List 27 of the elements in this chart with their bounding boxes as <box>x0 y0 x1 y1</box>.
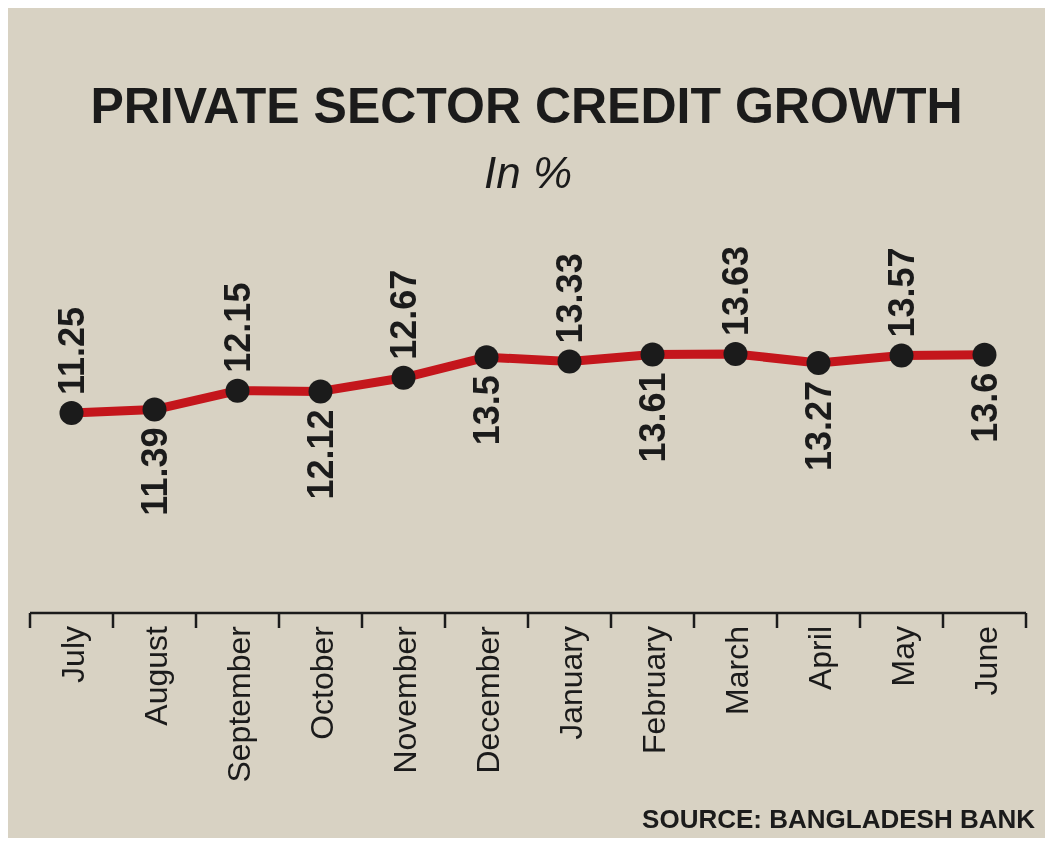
chart-title: PRIVATE SECTOR CREDIT GROWTH <box>90 78 963 134</box>
data-label: 13.61 <box>631 372 673 463</box>
x-tick-label: August <box>137 625 174 726</box>
x-tick-label: December <box>469 625 506 774</box>
data-label: 11.39 <box>133 427 175 516</box>
chart-subtitle: In % <box>483 148 573 197</box>
x-tick-label: June <box>967 626 1004 696</box>
data-label: 13.63 <box>714 245 756 336</box>
data-label: 13.27 <box>797 380 839 472</box>
data-label: 11.25 <box>50 306 92 395</box>
x-tick-label: April <box>801 626 838 691</box>
data-label: 13.6 <box>963 372 1005 443</box>
x-tick-label: July <box>54 626 91 683</box>
x-tick-label: March <box>718 626 755 715</box>
x-tick-label: October <box>303 625 340 740</box>
x-tick-label: November <box>386 625 423 774</box>
data-label: 13.33 <box>548 253 590 344</box>
source-note: SOURCE: BANGLADESH BANK <box>642 804 1036 834</box>
x-tick-label: January <box>552 626 589 740</box>
data-label: 12.15 <box>216 282 258 373</box>
x-tick-label: September <box>220 625 257 783</box>
data-label: 13.5 <box>465 375 507 446</box>
x-tick-label: May <box>884 626 921 687</box>
data-label: 12.12 <box>299 409 341 500</box>
x-tick-label: February <box>635 626 672 755</box>
data-label: 13.57 <box>880 247 922 338</box>
data-label: 12.67 <box>382 269 424 360</box>
